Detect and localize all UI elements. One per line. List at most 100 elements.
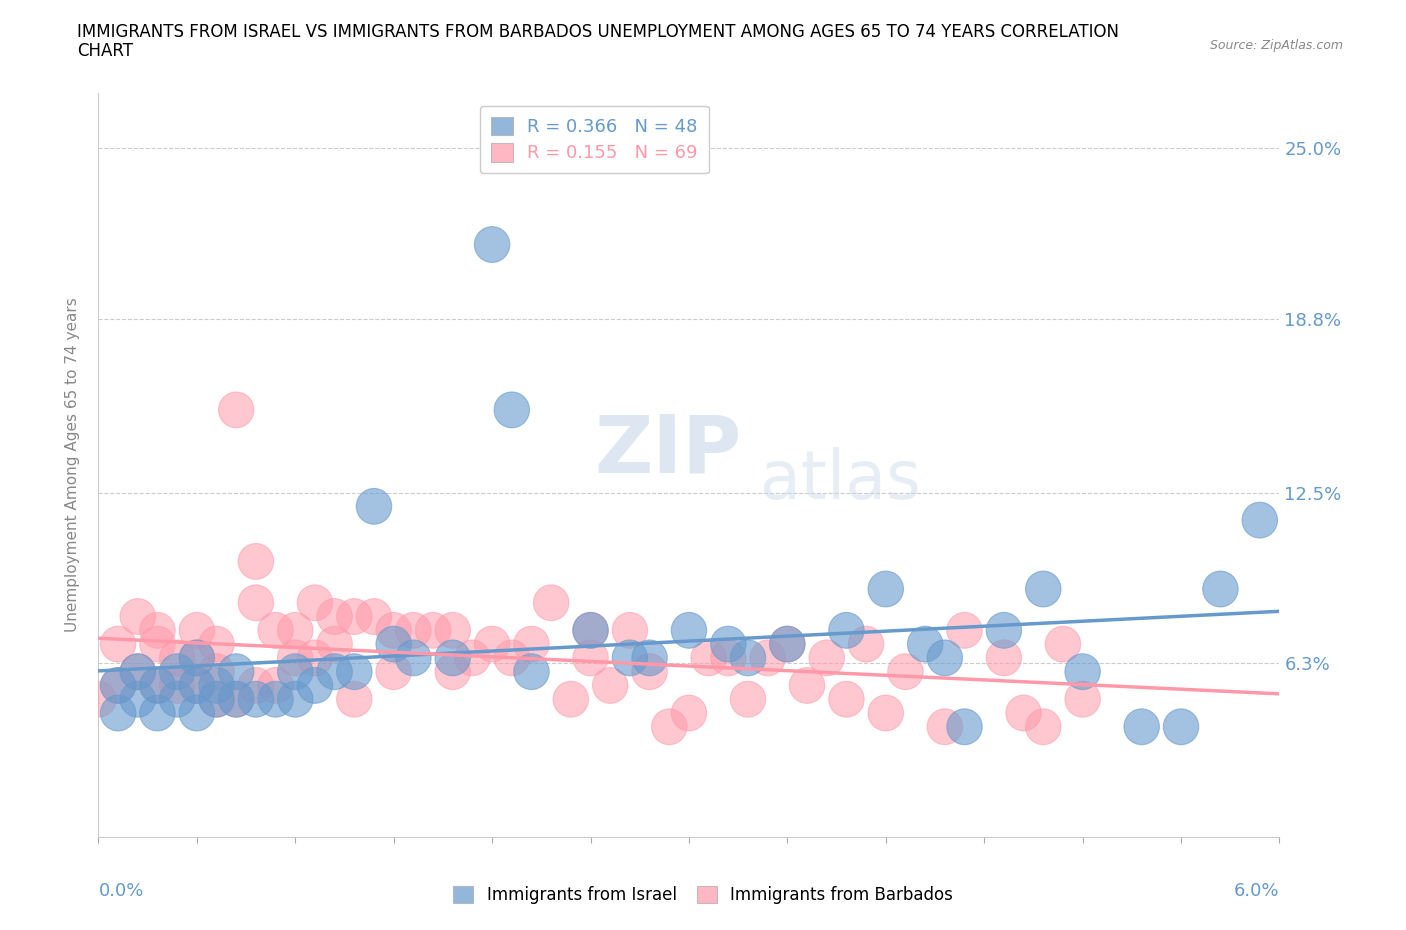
Ellipse shape <box>80 682 117 717</box>
Ellipse shape <box>474 626 510 662</box>
Ellipse shape <box>198 682 235 717</box>
Ellipse shape <box>572 613 609 648</box>
Ellipse shape <box>100 668 136 703</box>
Ellipse shape <box>277 613 314 648</box>
Ellipse shape <box>316 626 353 662</box>
Ellipse shape <box>375 654 412 689</box>
Ellipse shape <box>651 709 688 745</box>
Ellipse shape <box>553 682 589 717</box>
Ellipse shape <box>336 599 373 634</box>
Ellipse shape <box>336 654 373 689</box>
Text: 6.0%: 6.0% <box>1234 882 1279 899</box>
Ellipse shape <box>139 668 176 703</box>
Ellipse shape <box>808 640 845 676</box>
Ellipse shape <box>297 640 333 676</box>
Ellipse shape <box>120 599 156 634</box>
Ellipse shape <box>356 488 392 525</box>
Ellipse shape <box>907 626 943 662</box>
Ellipse shape <box>868 695 904 731</box>
Ellipse shape <box>434 613 471 648</box>
Ellipse shape <box>1045 626 1081 662</box>
Legend: Immigrants from Israel, Immigrants from Barbados: Immigrants from Israel, Immigrants from … <box>447 879 959 910</box>
Text: ZIP: ZIP <box>595 411 742 489</box>
Ellipse shape <box>592 668 628 703</box>
Ellipse shape <box>375 626 412 662</box>
Ellipse shape <box>533 585 569 620</box>
Ellipse shape <box>198 682 235 717</box>
Ellipse shape <box>277 654 314 689</box>
Ellipse shape <box>159 668 195 703</box>
Ellipse shape <box>828 682 865 717</box>
Ellipse shape <box>434 654 471 689</box>
Ellipse shape <box>179 640 215 676</box>
Ellipse shape <box>198 654 235 689</box>
Ellipse shape <box>159 682 195 717</box>
Ellipse shape <box>238 668 274 703</box>
Legend: R = 0.366   N = 48, R = 0.155   N = 69: R = 0.366 N = 48, R = 0.155 N = 69 <box>481 106 709 173</box>
Text: Source: ZipAtlas.com: Source: ZipAtlas.com <box>1209 39 1343 52</box>
Ellipse shape <box>198 626 235 662</box>
Ellipse shape <box>257 613 294 648</box>
Ellipse shape <box>710 640 747 676</box>
Ellipse shape <box>120 654 156 689</box>
Ellipse shape <box>612 640 648 676</box>
Ellipse shape <box>769 626 806 662</box>
Ellipse shape <box>986 613 1022 648</box>
Ellipse shape <box>1123 709 1160 745</box>
Ellipse shape <box>1064 654 1101 689</box>
Ellipse shape <box>415 613 451 648</box>
Ellipse shape <box>927 709 963 745</box>
Ellipse shape <box>572 640 609 676</box>
Ellipse shape <box>100 668 136 703</box>
Ellipse shape <box>887 654 924 689</box>
Ellipse shape <box>946 613 983 648</box>
Ellipse shape <box>474 227 510 262</box>
Text: atlas: atlas <box>759 447 921 512</box>
Ellipse shape <box>631 640 668 676</box>
Ellipse shape <box>631 654 668 689</box>
Ellipse shape <box>434 640 471 676</box>
Ellipse shape <box>218 682 254 717</box>
Ellipse shape <box>612 613 648 648</box>
Ellipse shape <box>277 682 314 717</box>
Ellipse shape <box>238 543 274 579</box>
Ellipse shape <box>749 640 786 676</box>
Ellipse shape <box>120 682 156 717</box>
Ellipse shape <box>828 613 865 648</box>
Ellipse shape <box>277 640 314 676</box>
Ellipse shape <box>1202 571 1239 607</box>
Ellipse shape <box>1241 502 1278 538</box>
Ellipse shape <box>1025 709 1062 745</box>
Ellipse shape <box>395 640 432 676</box>
Ellipse shape <box>120 654 156 689</box>
Ellipse shape <box>316 654 353 689</box>
Ellipse shape <box>179 668 215 703</box>
Ellipse shape <box>179 613 215 648</box>
Ellipse shape <box>238 682 274 717</box>
Ellipse shape <box>316 599 353 634</box>
Y-axis label: Unemployment Among Ages 65 to 74 years: Unemployment Among Ages 65 to 74 years <box>65 298 80 632</box>
Ellipse shape <box>710 626 747 662</box>
Ellipse shape <box>218 654 254 689</box>
Ellipse shape <box>789 668 825 703</box>
Ellipse shape <box>179 695 215 731</box>
Ellipse shape <box>513 654 550 689</box>
Ellipse shape <box>336 682 373 717</box>
Ellipse shape <box>139 668 176 703</box>
Ellipse shape <box>730 682 766 717</box>
Text: IMMIGRANTS FROM ISRAEL VS IMMIGRANTS FROM BARBADOS UNEMPLOYMENT AMONG AGES 65 TO: IMMIGRANTS FROM ISRAEL VS IMMIGRANTS FRO… <box>77 23 1119 41</box>
Ellipse shape <box>1025 571 1062 607</box>
Ellipse shape <box>671 613 707 648</box>
Ellipse shape <box>671 695 707 731</box>
Ellipse shape <box>218 392 254 428</box>
Ellipse shape <box>198 668 235 703</box>
Ellipse shape <box>494 392 530 428</box>
Ellipse shape <box>572 613 609 648</box>
Ellipse shape <box>454 640 491 676</box>
Ellipse shape <box>100 695 136 731</box>
Ellipse shape <box>356 599 392 634</box>
Ellipse shape <box>257 682 294 717</box>
Ellipse shape <box>375 613 412 648</box>
Ellipse shape <box>159 654 195 689</box>
Ellipse shape <box>179 668 215 703</box>
